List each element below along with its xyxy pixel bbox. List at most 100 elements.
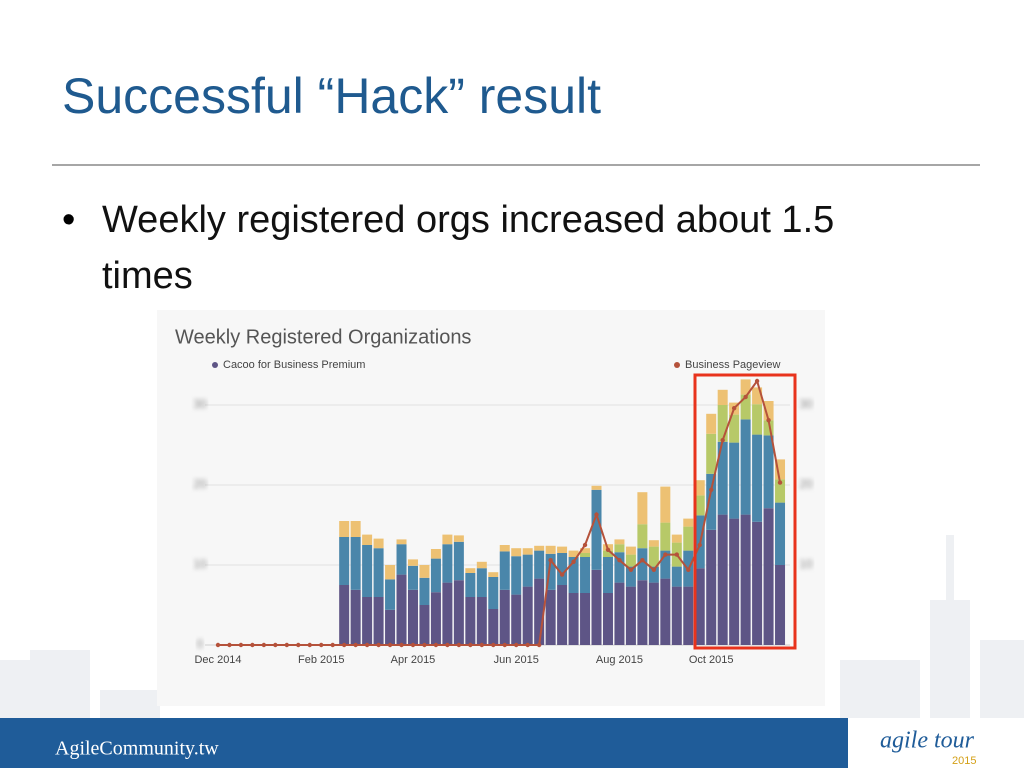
line-point [330, 642, 335, 648]
line-point [215, 642, 221, 648]
bar-segment [660, 578, 671, 645]
bullet-text: Weekly registered orgs increased about 1… [102, 199, 835, 297]
bullet-marker: • [62, 199, 76, 241]
y2-tick-label: 10 [799, 557, 813, 571]
bar-segment [671, 534, 682, 543]
bar-segment [717, 389, 728, 405]
bar-segment [545, 589, 556, 645]
bar-segment [430, 592, 441, 645]
line-point [628, 567, 634, 572]
line-point [341, 642, 347, 648]
bar-segment [614, 544, 625, 553]
bar-segment [637, 548, 648, 581]
line-point [387, 642, 393, 648]
bar-segment [522, 548, 533, 555]
line-point [663, 552, 668, 557]
bar-segment [763, 508, 774, 645]
bar-segment [476, 597, 487, 645]
line-point [617, 558, 622, 563]
bar-segment [648, 540, 659, 547]
logo-box [848, 718, 1024, 768]
bar-segment [580, 553, 591, 557]
x-tick-label: Dec 2014 [194, 654, 241, 666]
bar-segment [373, 597, 384, 645]
bar-segment [453, 541, 464, 581]
bar-segment [775, 565, 786, 645]
y-tick-label: 30 [193, 397, 207, 411]
line-point [468, 642, 473, 648]
bar-segment [580, 548, 591, 553]
bar-segment [614, 539, 625, 545]
bar-segment [637, 524, 648, 549]
line-point [594, 512, 599, 517]
bar-segment [453, 580, 464, 645]
bar-segment [407, 589, 418, 645]
bar-segment [625, 546, 636, 555]
line-point [571, 559, 576, 564]
line-point [743, 394, 748, 400]
bar-segment [648, 566, 659, 583]
bar-segment [407, 559, 418, 566]
bar-segment [683, 518, 694, 527]
bar-segment [407, 565, 418, 590]
bar-segment [580, 593, 591, 645]
line-point [686, 567, 691, 572]
bar-segment [488, 577, 499, 609]
line-point [559, 572, 565, 577]
x-tick-label: Aug 2015 [596, 654, 643, 666]
chart-title: Weekly Registered Organizations [175, 326, 471, 348]
line-point [456, 642, 462, 648]
bar-segment [499, 589, 510, 645]
line-point [261, 642, 267, 648]
bar-segment [683, 526, 694, 551]
line-point [674, 552, 679, 557]
bar-segment [362, 597, 373, 645]
line-point [445, 642, 450, 648]
slide-title: Successful “Hack” result [62, 68, 601, 124]
logo-year: 2015 [952, 755, 976, 767]
bar-segment [557, 585, 568, 645]
bar-segment [637, 492, 648, 525]
bar-segment [637, 580, 648, 645]
bar-segment [752, 521, 763, 645]
bar-segment [568, 550, 579, 557]
bar-segment [775, 459, 786, 480]
line-point [250, 642, 255, 648]
bar-segment [350, 589, 361, 645]
line-point [284, 642, 290, 648]
bar-segment [339, 585, 350, 645]
bar-segment [385, 579, 396, 610]
bar-segment [706, 413, 717, 434]
bar-segment [706, 433, 717, 474]
line-point [697, 542, 702, 548]
x-tick-label: Oct 2015 [689, 654, 734, 666]
legend-label: Cacoo for Business Premium [223, 359, 365, 371]
bar-segment [488, 572, 499, 577]
line-point [766, 418, 771, 423]
bar-segment [660, 550, 671, 579]
bar-segment [453, 535, 464, 542]
bar-segment [648, 582, 659, 645]
bar-segment [557, 546, 568, 553]
line-point [754, 378, 760, 384]
line-point [731, 406, 737, 411]
line-point [502, 642, 507, 648]
bar-segment [752, 434, 763, 522]
bar-segment [476, 568, 487, 597]
bar-segment [442, 534, 453, 545]
bar-segment [775, 479, 786, 503]
bar-segment [740, 379, 751, 395]
bar-segment [511, 556, 522, 595]
line-point [238, 642, 244, 648]
line-point [399, 642, 404, 648]
bar-segment [671, 586, 682, 645]
line-point [410, 642, 416, 648]
line-point [353, 642, 358, 648]
line-point [651, 567, 657, 572]
bar-segment [419, 577, 430, 605]
bar-segment [350, 521, 361, 537]
bar-segment [729, 442, 740, 519]
line-point [709, 487, 714, 492]
